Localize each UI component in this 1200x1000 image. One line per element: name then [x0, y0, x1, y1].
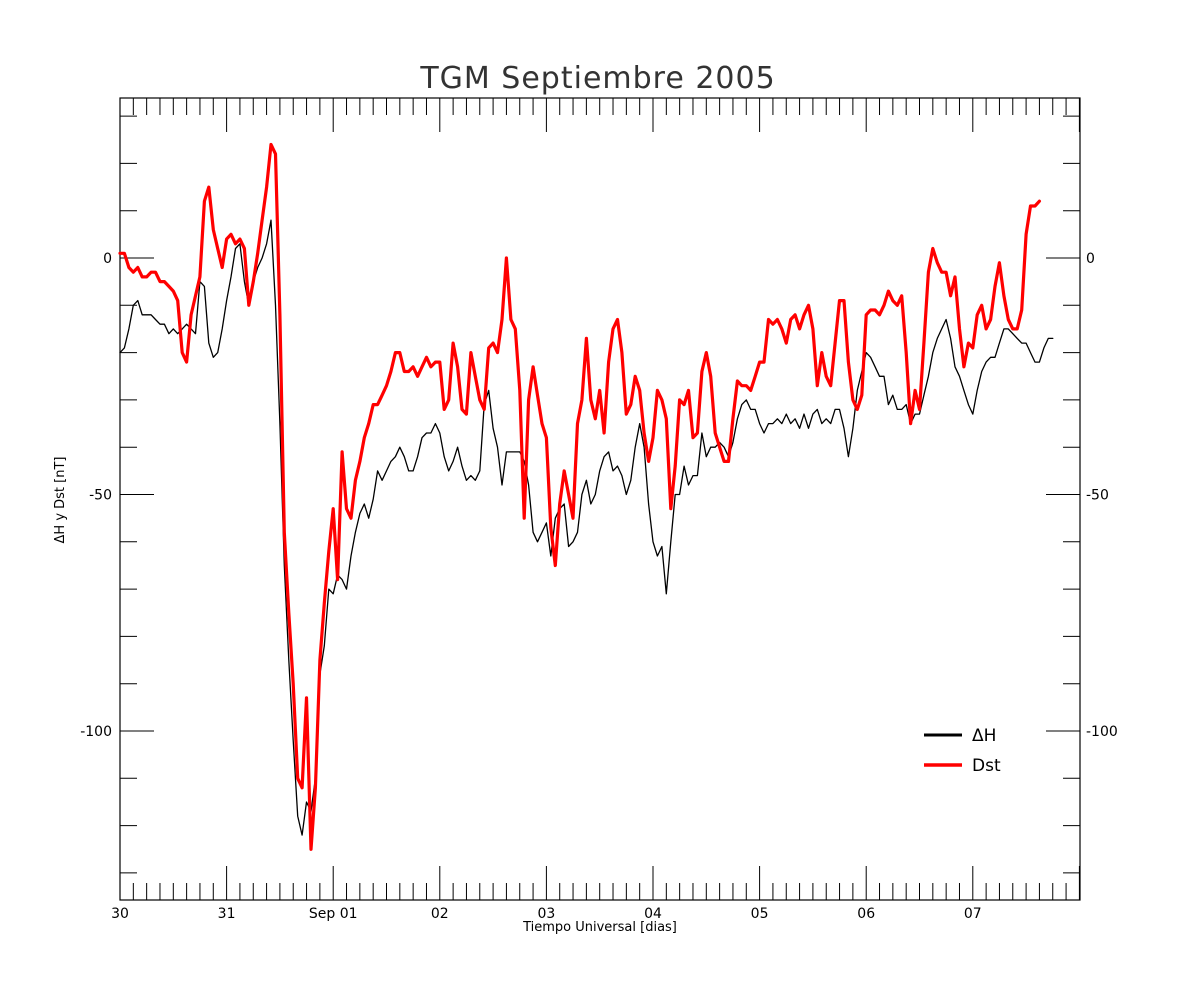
- y-tick-label-right: -50: [1086, 488, 1109, 504]
- x-tick-label: 07: [964, 906, 982, 922]
- x-tick-label: 02: [431, 906, 449, 922]
- y-tick-label-left: 0: [103, 251, 112, 267]
- x-tick-label: Sep 01: [309, 906, 358, 922]
- series-lines: [118, 142, 1054, 851]
- x-tick-label: 03: [537, 906, 555, 922]
- x-tick-label: 31: [218, 906, 236, 922]
- legend-label: Dst: [972, 756, 1001, 776]
- legend-label: ΔH: [972, 726, 996, 746]
- x-axis-label: Tiempo Universal [dias]: [522, 920, 677, 935]
- chart-title: TGM Septiembre 2005: [419, 61, 775, 96]
- x-tick-label: 06: [857, 906, 875, 922]
- y-tick-label-right: -100: [1086, 724, 1118, 740]
- y-tick-label-left: -100: [80, 724, 112, 740]
- y-tick-label-right: 0: [1086, 251, 1095, 267]
- y-tick-label-left: -50: [89, 488, 112, 504]
- x-tick-label: 30: [111, 906, 129, 922]
- x-tick-label: 04: [644, 906, 662, 922]
- delta-h-series-line: [119, 219, 1054, 836]
- x-tick-label: 05: [751, 906, 769, 922]
- plot-frame: [119, 97, 1081, 901]
- dst-series-line: [118, 142, 1041, 851]
- axis-ticks: 30 31 Sep 01 02 03 04 05 06 07 0 0 -50 -50 -100 -100: [80, 98, 1118, 922]
- chart-legend: ΔH Dst: [924, 726, 1001, 776]
- y-axis-label: ΔH y Dst [nT]: [53, 457, 68, 544]
